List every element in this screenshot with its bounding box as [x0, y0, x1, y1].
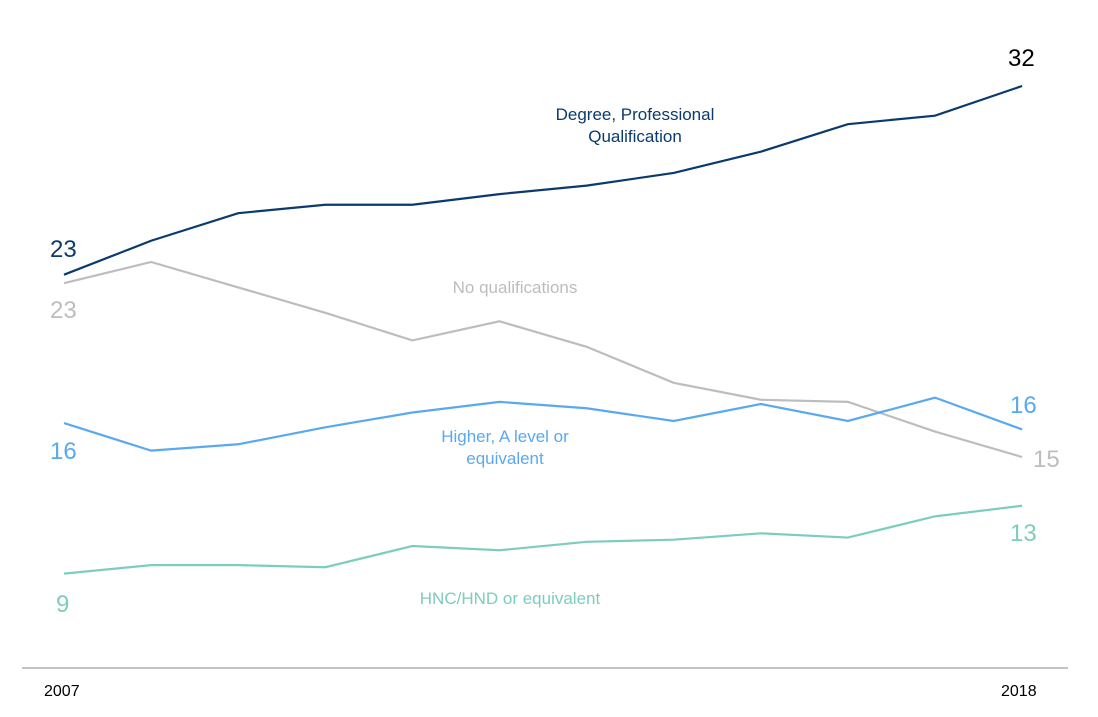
series-label-degree: Degree, Professional Qualification [520, 104, 750, 148]
data-label-higher-end: 16 [1010, 392, 1037, 419]
data-label-degree-start: 23 [50, 236, 77, 263]
series-label-line: Qualification [588, 127, 682, 146]
x-tick-label: 2018 [1001, 683, 1037, 700]
series-line-0 [63, 84, 1023, 276]
series-label-higher: Higher, A level or equivalent [400, 426, 610, 470]
data-label-noqual-start: 23 [50, 297, 77, 324]
series-label-line: HNC/HND or equivalent [419, 589, 601, 608]
series-line-2 [63, 396, 1023, 452]
series-label-line: Higher, A level or [441, 427, 569, 446]
x-tick-label: 2007 [44, 683, 80, 700]
series-label-hnc: HNC/HND or equivalent [380, 588, 640, 610]
series-label-line: No qualifications [452, 278, 578, 297]
series-line-3 [63, 504, 1023, 575]
data-label-higher-start: 16 [50, 438, 77, 465]
series-label-line: Degree, Professional [555, 105, 715, 124]
series-label-line: equivalent [466, 449, 544, 468]
data-label-degree-end: 32 [1008, 45, 1035, 72]
data-label-hnc-end: 13 [1010, 520, 1037, 547]
series-line-1 [63, 260, 1023, 459]
data-label-noqual-end: 15 [1033, 446, 1060, 473]
series-label-no-qualifications: No qualifications [410, 277, 620, 299]
data-label-hnc-start: 9 [56, 591, 70, 618]
